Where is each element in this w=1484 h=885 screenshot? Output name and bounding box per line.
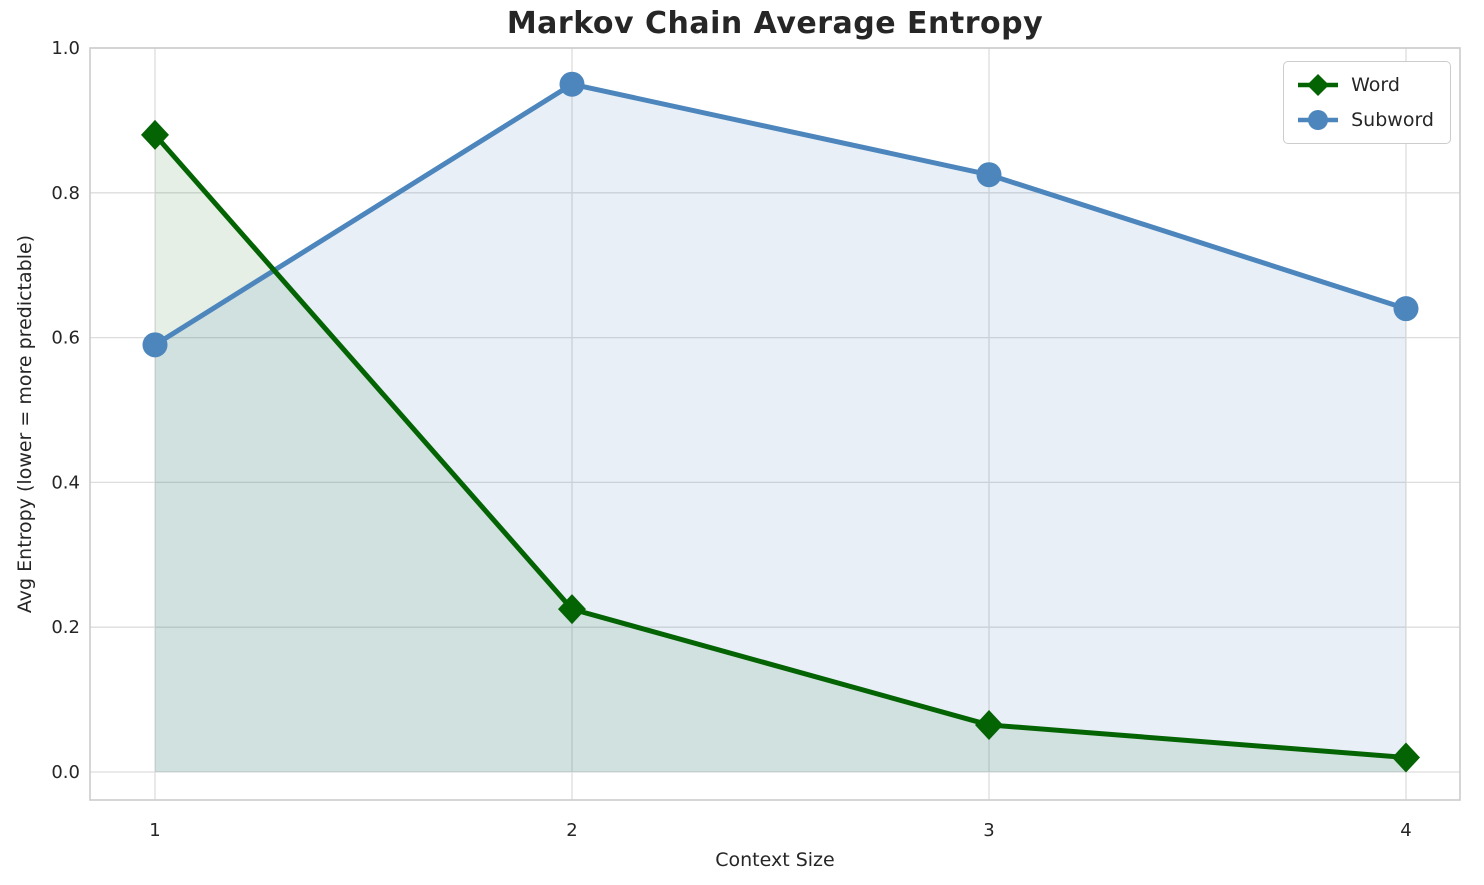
- word-line-marker-icon: [1298, 74, 1339, 96]
- subword-line: [152, 81, 1409, 348]
- y-tick-label: 0.2: [51, 617, 80, 638]
- subword-marker: [559, 71, 585, 97]
- plot-border: [89, 47, 1461, 801]
- y-tick-label: 0.0: [51, 762, 80, 783]
- legend-item-word: Word: [1296, 71, 1434, 99]
- chart-title: Markov Chain Average Entropy: [506, 6, 1044, 41]
- x-tick-label: 2: [566, 820, 577, 841]
- word-marker: [558, 594, 586, 625]
- legend-label-word: Word: [1351, 74, 1400, 96]
- y-axis-label: Avg Entropy (lower = more predictable): [14, 234, 36, 614]
- y-tick-label: 0.6: [51, 328, 80, 349]
- x-axis-label: Context Size: [715, 849, 835, 871]
- legend: Word Subword: [1283, 61, 1451, 144]
- y-tick-label: 1.0: [51, 38, 80, 59]
- word-area-fill: [155, 134, 1406, 772]
- legend-circle-marker: [1308, 110, 1329, 130]
- word-marker: [141, 119, 169, 150]
- plot-background: [90, 48, 1460, 800]
- x-tick-label: 3: [983, 820, 994, 841]
- word-marker: [1392, 742, 1420, 773]
- legend-item-subword: Subword: [1296, 106, 1434, 134]
- subword-line-marker-icon: [1298, 110, 1339, 130]
- y-tick-label: 0.4: [51, 472, 80, 493]
- subword-marker: [1393, 296, 1419, 322]
- subword-area-fill: [155, 84, 1406, 772]
- legend-diamond-marker: [1307, 74, 1330, 96]
- word-marker: [975, 709, 1003, 740]
- subword-marker: [142, 332, 168, 358]
- x-tick-label: 1: [149, 820, 160, 841]
- x-tick-label: 4: [1400, 820, 1411, 841]
- subword-marker: [976, 162, 1002, 188]
- legend-label-subword: Subword: [1351, 109, 1434, 131]
- y-tick-label: 0.8: [51, 183, 80, 204]
- word-line: [152, 132, 1409, 761]
